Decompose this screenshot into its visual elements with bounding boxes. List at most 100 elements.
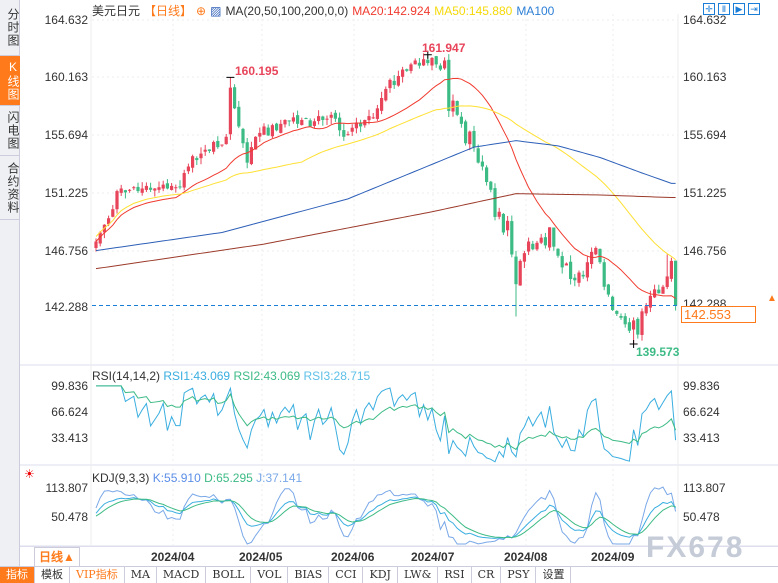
indicator-lw[interactable]: LW& xyxy=(398,567,439,583)
price-tick-right: 146.756 xyxy=(683,244,727,258)
candle-body xyxy=(611,296,615,311)
candle-body xyxy=(119,188,123,193)
period-button[interactable]: 日线▲ xyxy=(34,547,80,567)
candle-body xyxy=(636,318,640,335)
candle-body xyxy=(455,101,459,115)
side-tabs: 分时图 K线图 闪电图 合约资料 xyxy=(0,0,20,566)
indicator-vol[interactable]: VOL xyxy=(251,567,289,583)
tab-contract-info[interactable]: 合约资料 xyxy=(0,156,20,220)
candle-body xyxy=(94,241,98,248)
candle-body xyxy=(216,140,220,148)
candle-body xyxy=(107,218,111,225)
price-tick-right: 151.225 xyxy=(683,186,727,200)
play-icon[interactable]: ▶ xyxy=(733,3,745,15)
candle-body xyxy=(392,80,396,86)
rsi2-line xyxy=(96,385,677,451)
tab-templates[interactable]: 模板 xyxy=(35,567,70,583)
candle-body xyxy=(640,311,644,335)
candle-body xyxy=(338,117,342,131)
kdj-title: KDJ(9,3,3) xyxy=(92,471,150,485)
indicator-cr[interactable]: CR xyxy=(472,567,502,583)
indicator-kdj[interactable]: KDJ xyxy=(363,567,398,583)
date-label: 2024/04 xyxy=(151,550,195,564)
tab-vip-indicators[interactable]: VIP指标 xyxy=(70,567,125,583)
candle-body xyxy=(128,189,132,191)
candle-body xyxy=(317,116,321,122)
indicator-boll[interactable]: BOLL xyxy=(206,567,252,583)
kdj-sun-icon[interactable]: ☀ xyxy=(24,467,35,481)
ma20-line xyxy=(95,77,676,299)
candle-body xyxy=(434,56,438,65)
candle-body xyxy=(241,128,245,144)
indicator-cci[interactable]: CCI xyxy=(329,567,364,583)
price-tick: 160.163 xyxy=(44,70,88,84)
ma100-value: MA100 xyxy=(516,4,555,18)
candle-body xyxy=(573,277,577,281)
indicator-bias[interactable]: BIAS xyxy=(288,567,330,583)
candle-body xyxy=(539,237,543,243)
candle-body xyxy=(312,121,316,126)
candle-body xyxy=(249,147,253,165)
candle-body xyxy=(300,119,304,126)
candle-body xyxy=(552,227,556,247)
kdj-d-value: D:65.295 xyxy=(204,471,253,485)
settings-icon[interactable]: ⊕ xyxy=(196,4,207,18)
candle-body xyxy=(342,130,346,137)
kdj-j-value: J:37.141 xyxy=(256,471,303,485)
candle-body xyxy=(556,248,560,256)
price-up-icon: ▲ xyxy=(767,293,777,304)
candle-body xyxy=(564,263,568,266)
indicator-toolbar: 指标 模板 VIP指标 MA MACD BOLL VOL BIAS CCI KD… xyxy=(0,566,778,583)
crosshair-icon[interactable]: ✛ xyxy=(703,3,715,15)
candle-body xyxy=(615,310,619,314)
candle-body xyxy=(657,289,661,294)
indicator-psy[interactable]: PSY xyxy=(501,567,537,583)
candle-body xyxy=(451,100,455,112)
next-icon[interactable]: ⇥ xyxy=(748,3,760,15)
tab-flash[interactable]: 闪电图 xyxy=(0,106,20,156)
kdj-d-line xyxy=(95,498,676,539)
candle-body xyxy=(354,122,358,129)
candle-body xyxy=(359,122,363,127)
candle-body xyxy=(279,123,283,133)
ma-params: MA(20,50,100,200,0,0) xyxy=(225,4,349,18)
ma20-value: MA20:142.924 xyxy=(352,4,431,18)
indicator-icon[interactable]: ▨ xyxy=(210,4,222,18)
extreme-marker xyxy=(226,50,638,349)
candle-body xyxy=(262,126,266,135)
rsi-tick: 66.624 xyxy=(51,405,88,419)
candle-body xyxy=(220,144,224,146)
indicator-macd[interactable]: MACD xyxy=(157,567,207,583)
candle-body xyxy=(132,187,136,189)
candle-body xyxy=(195,158,199,161)
tab-timeshare[interactable]: 分时图 xyxy=(0,0,20,56)
candle-body xyxy=(514,256,518,285)
candle-body xyxy=(111,209,115,217)
candle-body xyxy=(602,262,606,287)
date-label: 2024/06 xyxy=(331,550,375,564)
tab-indicators[interactable]: 指标 xyxy=(0,567,35,583)
candle-body xyxy=(123,190,127,193)
candle-body xyxy=(401,69,405,77)
candle-body xyxy=(367,116,371,121)
candle-body xyxy=(182,172,186,188)
candle-body xyxy=(207,149,211,152)
candle-body xyxy=(161,184,165,189)
settings-button[interactable]: 设置 xyxy=(536,567,572,583)
candle-body xyxy=(531,243,535,250)
candle-body xyxy=(321,116,325,120)
price-tick-right: 164.632 xyxy=(683,13,727,27)
zoom-fit-icon[interactable]: Ⅱ xyxy=(718,3,730,15)
candle-body xyxy=(522,253,526,262)
indicator-rsi[interactable]: RSI xyxy=(438,567,472,583)
candle-body xyxy=(489,181,493,190)
candle-body xyxy=(157,187,161,190)
candle-body xyxy=(165,183,169,189)
rsi1-line xyxy=(96,385,677,463)
kdj-tick-right: 113.807 xyxy=(683,481,726,495)
price-tick: 146.756 xyxy=(44,244,88,258)
candle-body xyxy=(325,118,329,120)
tab-kline[interactable]: K线图 xyxy=(0,56,20,106)
indicator-ma[interactable]: MA xyxy=(125,567,157,583)
